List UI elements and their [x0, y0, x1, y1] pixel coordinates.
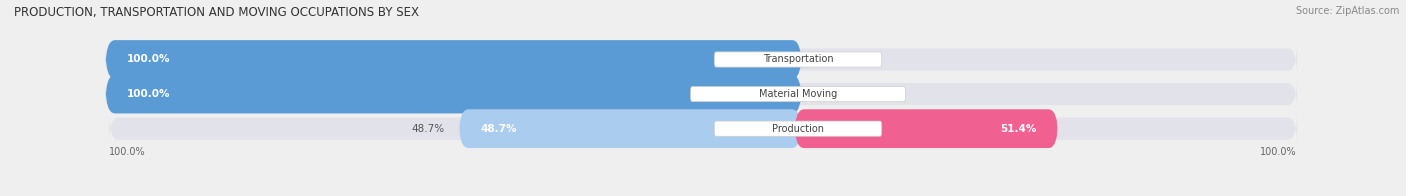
Text: 100.0%: 100.0% [127, 89, 170, 99]
FancyBboxPatch shape [714, 121, 882, 136]
Text: 100.0%: 100.0% [1260, 147, 1296, 157]
FancyBboxPatch shape [108, 112, 1298, 145]
Text: Material Moving: Material Moving [759, 89, 837, 99]
Text: 48.7%: 48.7% [412, 124, 444, 134]
FancyBboxPatch shape [108, 77, 1298, 111]
FancyBboxPatch shape [105, 40, 801, 79]
Text: 48.7%: 48.7% [481, 124, 517, 134]
Text: Source: ZipAtlas.com: Source: ZipAtlas.com [1295, 6, 1399, 16]
FancyBboxPatch shape [105, 75, 801, 113]
FancyBboxPatch shape [794, 109, 1059, 148]
Text: 51.4%: 51.4% [1000, 124, 1036, 134]
Text: 100.0%: 100.0% [127, 54, 170, 64]
FancyBboxPatch shape [458, 109, 801, 148]
Text: PRODUCTION, TRANSPORTATION AND MOVING OCCUPATIONS BY SEX: PRODUCTION, TRANSPORTATION AND MOVING OC… [14, 6, 419, 19]
Text: 100.0%: 100.0% [110, 147, 146, 157]
Text: Production: Production [772, 124, 824, 134]
FancyBboxPatch shape [714, 52, 882, 67]
FancyBboxPatch shape [690, 86, 905, 102]
Text: Transportation: Transportation [762, 54, 834, 64]
FancyBboxPatch shape [108, 43, 1298, 76]
Legend: Male, Female: Male, Female [647, 194, 759, 196]
